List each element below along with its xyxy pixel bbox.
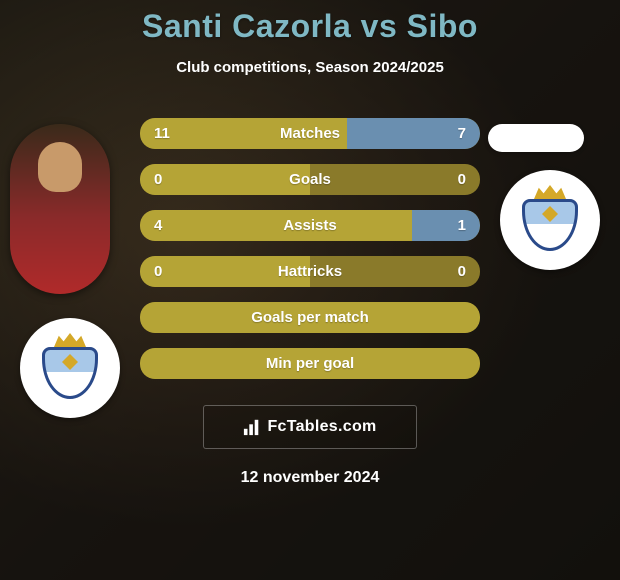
date-text: 12 november 2024 [241,469,380,487]
player-left-photo [10,124,110,294]
player-right-photo-placeholder [488,124,584,152]
stat-label: Hattricks [140,263,480,280]
stat-row: 41Assists [140,210,480,241]
brand-badge: FcTables.com [203,405,417,449]
player-right-club-crest [500,170,600,270]
shield-icon [522,199,578,251]
player-left-club-crest [20,318,120,418]
stat-row: Min per goal [140,348,480,379]
stat-label: Goals per match [140,309,480,326]
stat-label: Assists [140,217,480,234]
stat-row: 00Goals [140,164,480,195]
page-title: Santi Cazorla vs Sibo [142,8,478,45]
stat-label: Goals [140,171,480,188]
crown-icon [54,333,86,347]
stat-row: 00Hattricks [140,256,480,287]
brand-text: FcTables.com [267,418,376,436]
bars-icon [243,418,261,436]
stat-label: Matches [140,125,480,142]
crown-icon [534,185,566,199]
stat-row: Goals per match [140,302,480,333]
stat-row: 117Matches [140,118,480,149]
shield-icon [42,347,98,399]
stats-list: 117Matches 00Goals 41Assists 00Hattricks Goa… [140,118,480,379]
page-subtitle: Club competitions, Season 2024/2025 [176,59,444,76]
stat-label: Min per goal [140,355,480,372]
content-container: Santi Cazorla vs Sibo Club competitions,… [0,0,620,580]
